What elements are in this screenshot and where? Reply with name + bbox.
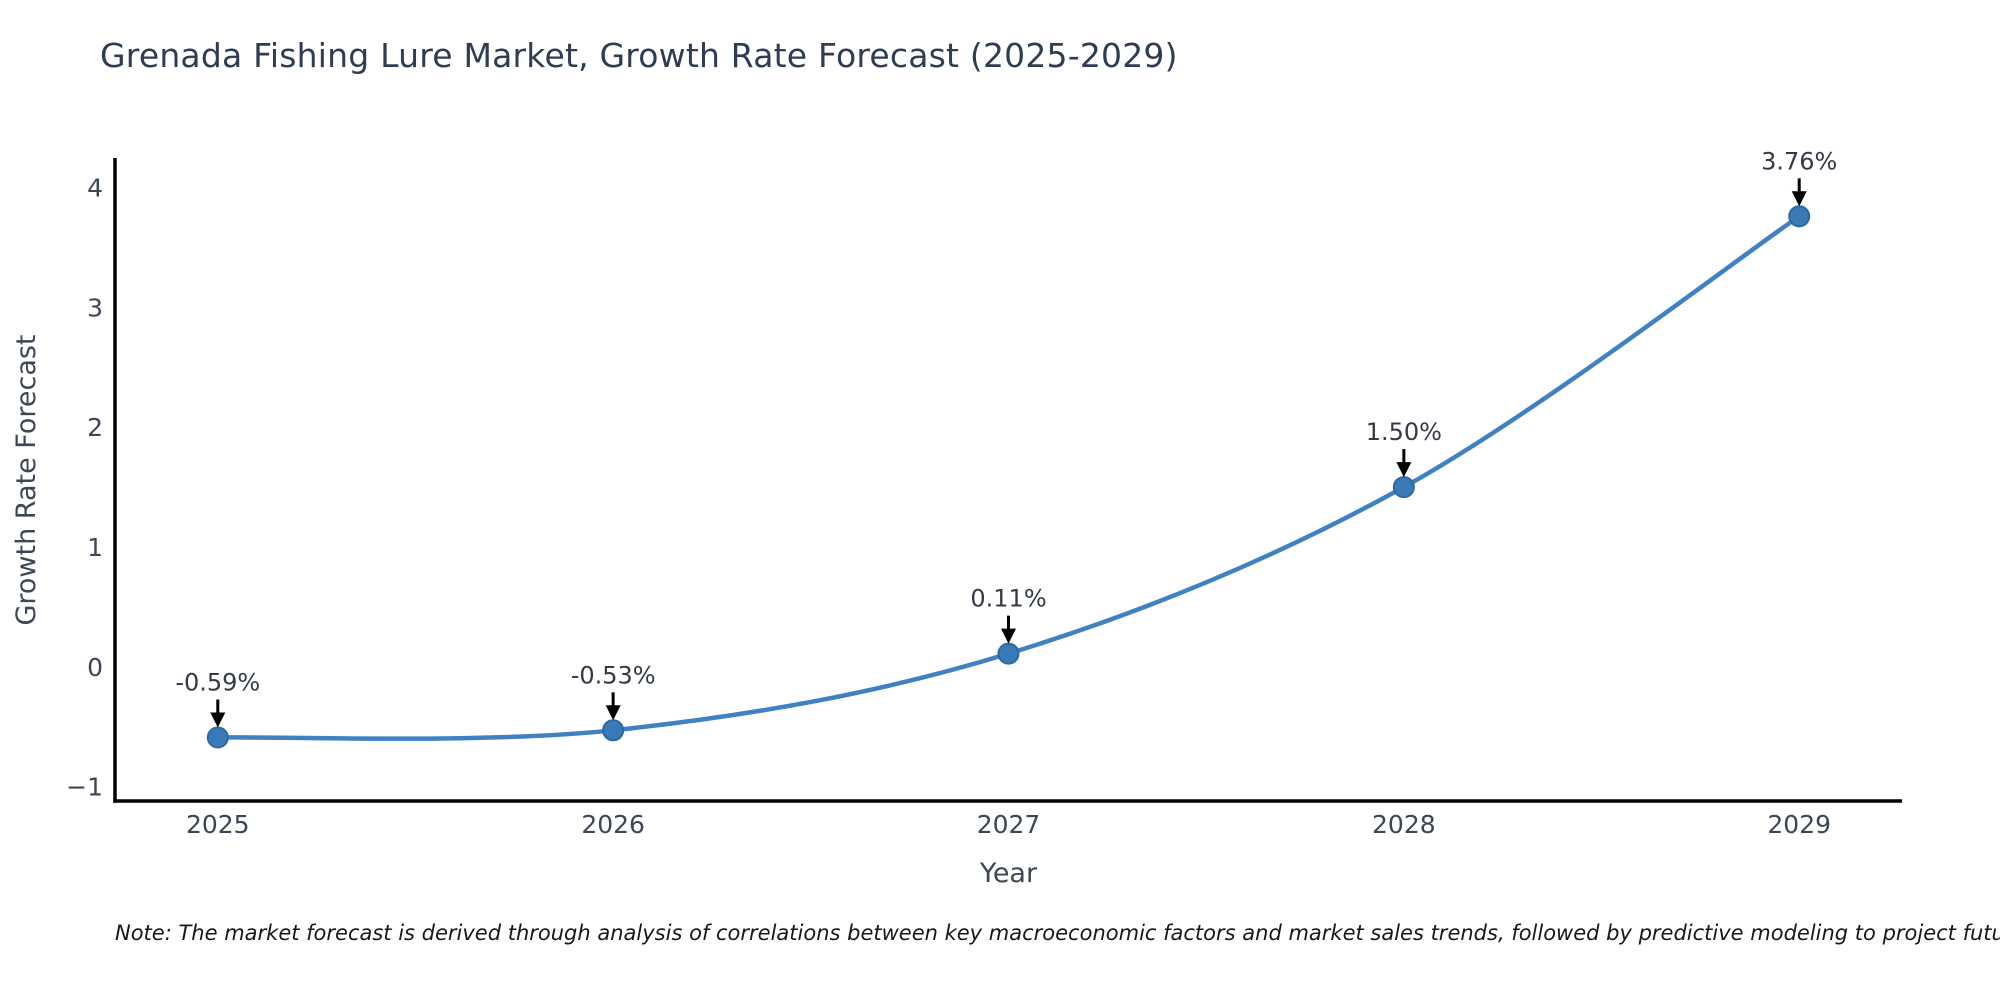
y-tick-label: −1: [66, 773, 103, 802]
x-axis-title: Year: [979, 858, 1038, 889]
annotation-arrow-head: [1001, 628, 1016, 644]
point-annotation: -0.59%: [175, 668, 260, 696]
y-tick-label: 2: [87, 413, 103, 442]
x-tick-label: 2028: [1372, 810, 1436, 839]
y-axis-title: Growth Rate Forecast: [11, 334, 42, 626]
point-annotation: 0.11%: [970, 585, 1046, 613]
data-point-marker: [1392, 476, 1415, 499]
data-point-marker: [997, 642, 1020, 665]
footnote: Note: The market forecast is derived thr…: [115, 921, 2000, 945]
data-point-marker: [1788, 205, 1811, 228]
annotation-arrow-head: [210, 712, 226, 728]
y-tick-label: 0: [87, 653, 103, 682]
data-point-marker: [602, 719, 625, 742]
annotation-arrow-head: [1396, 462, 1412, 478]
x-tick-label: 2029: [1767, 810, 1831, 839]
x-tick-label: 2027: [977, 810, 1041, 839]
chart-title: Grenada Fishing Lure Market, Growth Rate…: [100, 36, 1178, 75]
annotation-arrow-head: [605, 705, 621, 721]
point-annotation: 1.50%: [1366, 418, 1442, 446]
y-tick-label: 1: [87, 533, 103, 562]
annotation-arrow-head: [1791, 191, 1807, 207]
x-tick-label: 2025: [186, 810, 250, 839]
data-point-marker: [206, 726, 229, 749]
point-annotation: 3.76%: [1761, 147, 1837, 175]
point-annotation: -0.53%: [571, 661, 656, 689]
y-tick-label: 3: [87, 293, 103, 322]
y-tick-label: 4: [87, 174, 103, 203]
x-tick-label: 2026: [581, 810, 645, 839]
